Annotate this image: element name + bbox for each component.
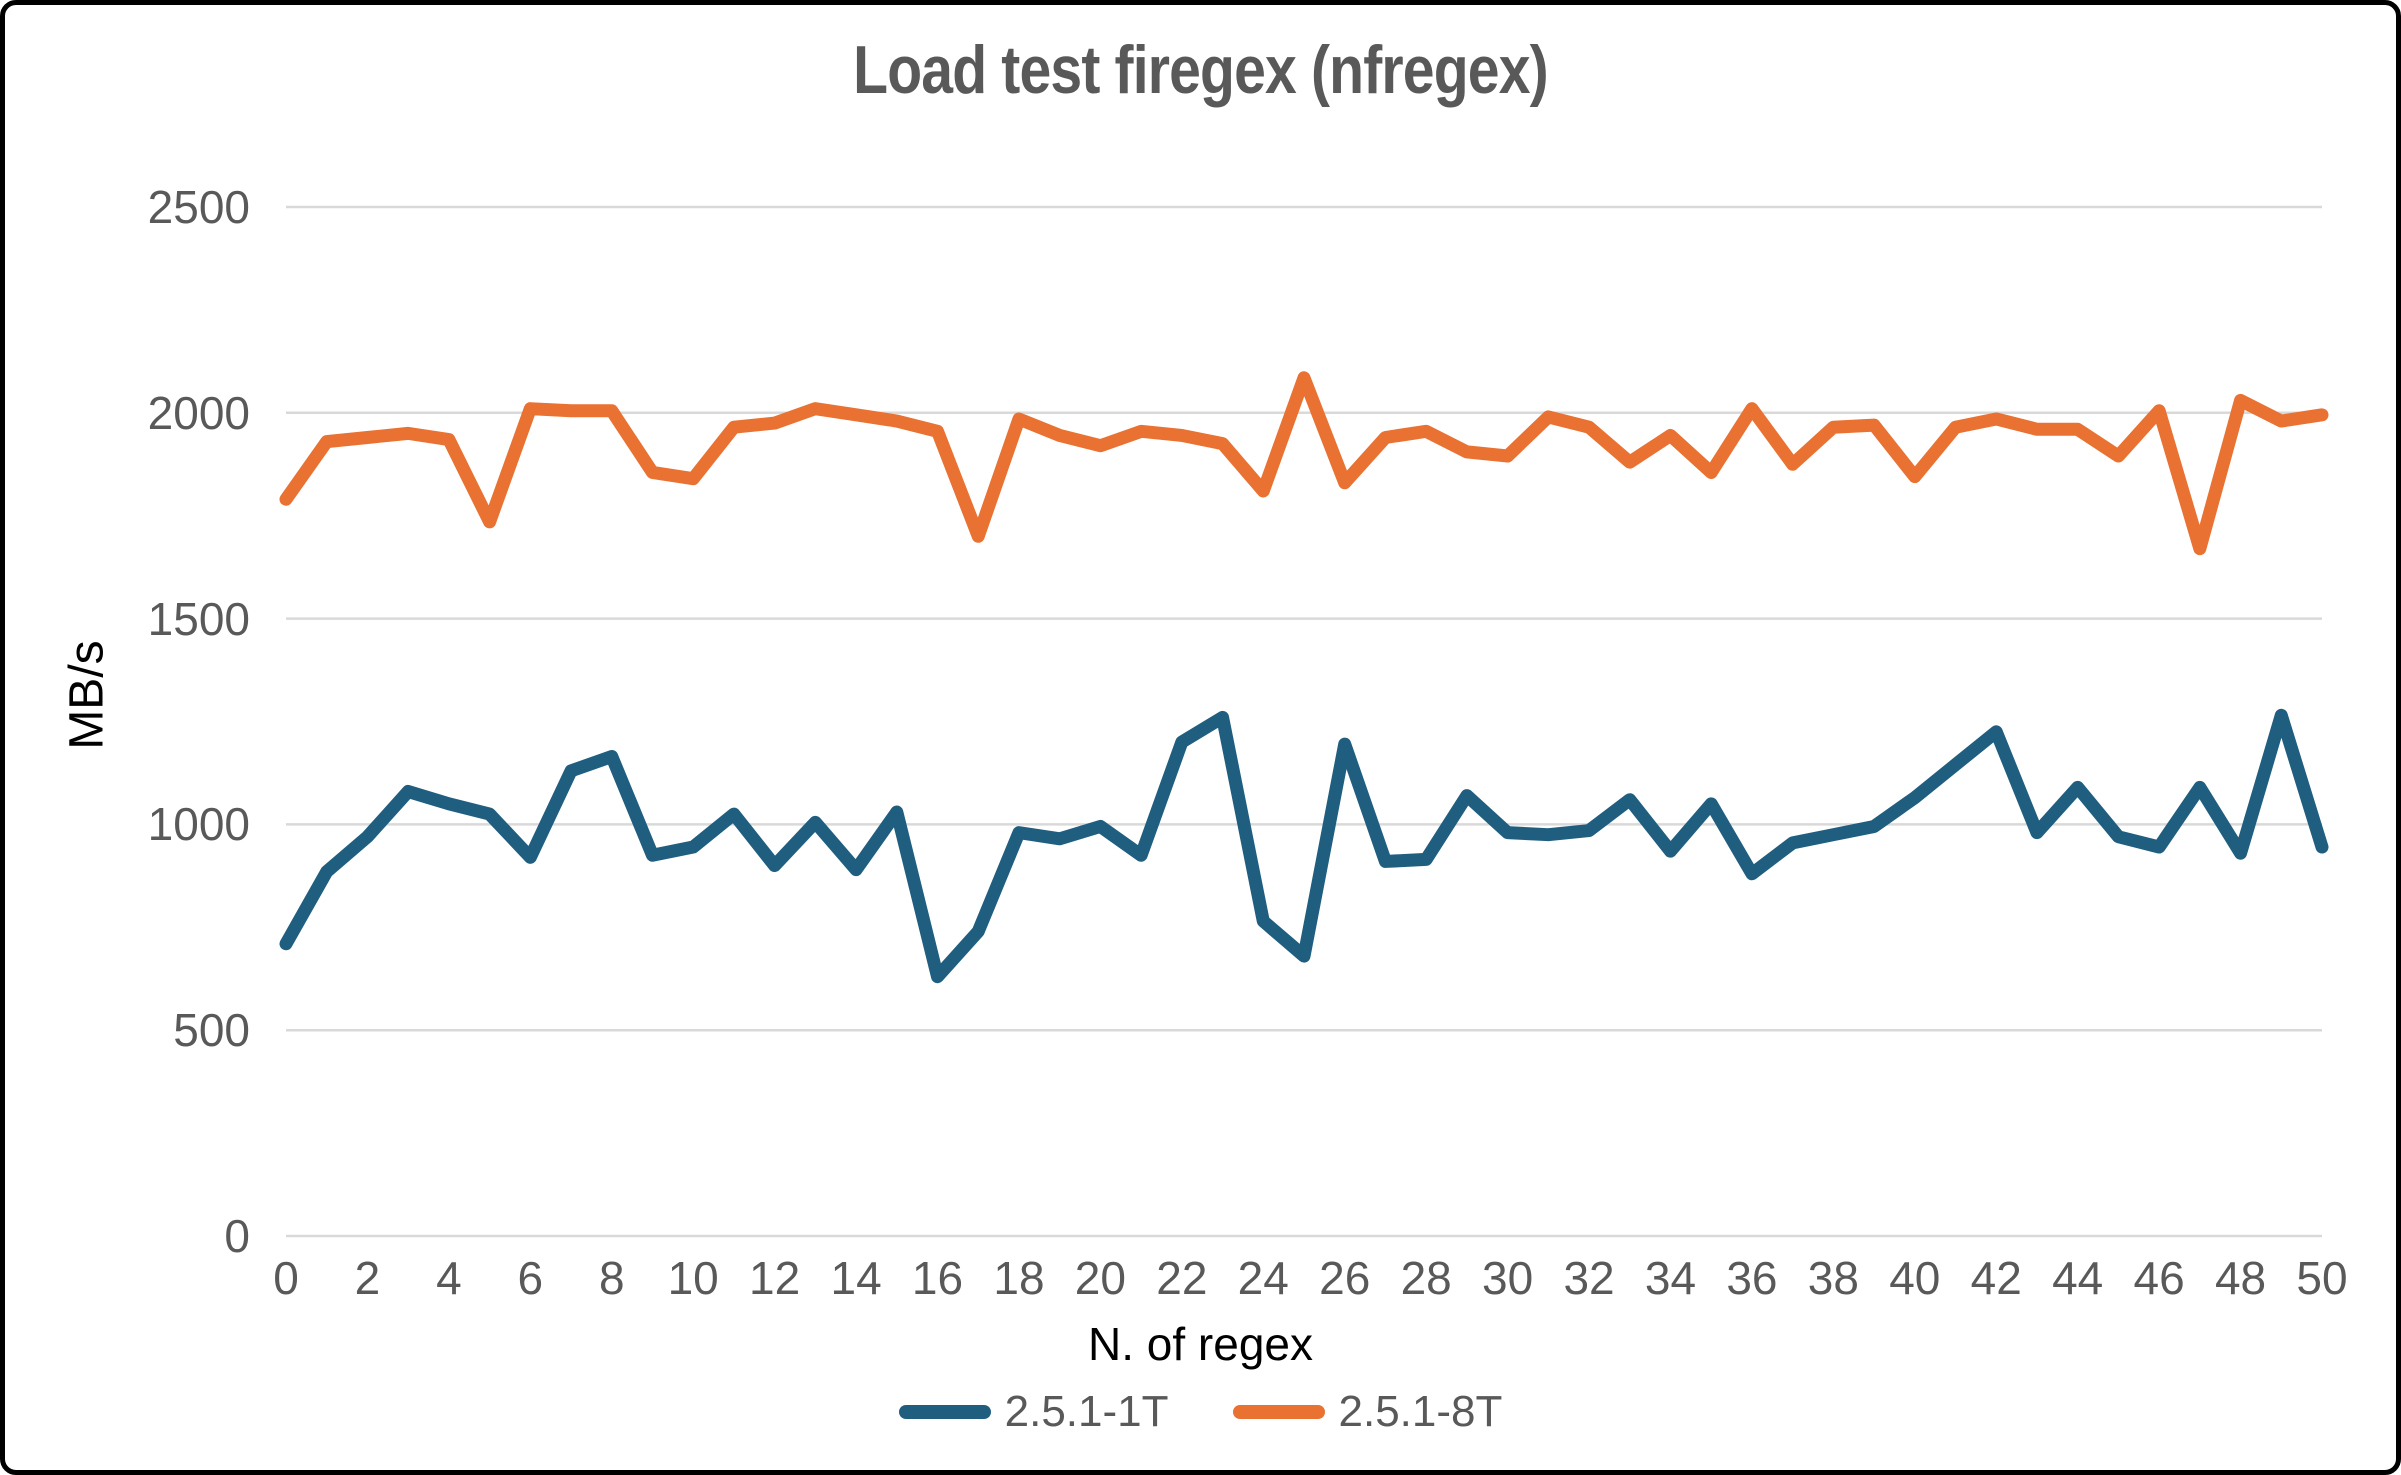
series-line-2.5.1-8T (279, 371, 2329, 556)
x-tick-label: 4 (436, 1252, 462, 1304)
x-tick-label: 12 (749, 1252, 801, 1304)
chart-title: Load test firegex (nfregex) (853, 32, 1548, 108)
x-tick-label: 36 (1726, 1252, 1778, 1304)
x-tick-label: 18 (993, 1252, 1045, 1304)
x-tick-label: 8 (598, 1252, 625, 1304)
x-tick-label: 26 (1319, 1252, 1371, 1304)
x-tick-label: 14 (830, 1252, 882, 1304)
legend-label: 2.5.1-8T (1338, 1387, 1503, 1436)
x-tick-label: 24 (1237, 1252, 1289, 1304)
y-tick-label: 500 (173, 1004, 250, 1057)
y-tick-label: 2000 (147, 386, 250, 439)
x-tick-label: 38 (1807, 1252, 1859, 1304)
x-tick-label: 40 (1889, 1252, 1941, 1304)
plot-area (279, 205, 2329, 1238)
x-tick-label: 0 (273, 1252, 299, 1304)
y-axis-title: MB/s (60, 640, 114, 750)
x-tick-label: 32 (1563, 1252, 1615, 1304)
legend-item-8t: 2.5.1-8T (1232, 1387, 1503, 1437)
x-tick-label: 50 (2296, 1252, 2348, 1304)
x-tick-label: 20 (1074, 1252, 1126, 1304)
legend-line-swatch-orange (1232, 1405, 1325, 1419)
x-tick-label: 46 (2133, 1252, 2185, 1304)
x-tick-label: 30 (1482, 1252, 1534, 1304)
x-tick-label: 42 (1970, 1252, 2022, 1304)
x-axis-title: N. of regex (1088, 1318, 1313, 1370)
y-tick-label: 1500 (147, 592, 250, 645)
y-tick-label: 0 (224, 1210, 250, 1262)
legend-label: 2.5.1-1T (1004, 1387, 1169, 1436)
x-tick-label: 2 (354, 1252, 381, 1304)
y-tick-label: 1000 (147, 798, 250, 851)
x-tick-label: 34 (1644, 1252, 1697, 1304)
x-tick-label: 28 (1400, 1252, 1452, 1304)
series-line-2.5.1-1T (279, 708, 2329, 984)
x-tick-label: 22 (1156, 1252, 1208, 1304)
x-tick-label: 10 (667, 1252, 719, 1304)
x-tick-label: 48 (2214, 1252, 2267, 1304)
x-tick-label: 16 (911, 1252, 964, 1304)
legend: 2.5.1-1T 2.5.1-8T (5, 1387, 2396, 1437)
legend-line-swatch-blue (898, 1405, 991, 1419)
y-tick-label: 2500 (147, 181, 250, 233)
x-tick-label: 44 (2052, 1252, 2104, 1304)
legend-item-1t: 2.5.1-1T (898, 1387, 1169, 1437)
x-tick-label: 6 (517, 1252, 544, 1304)
